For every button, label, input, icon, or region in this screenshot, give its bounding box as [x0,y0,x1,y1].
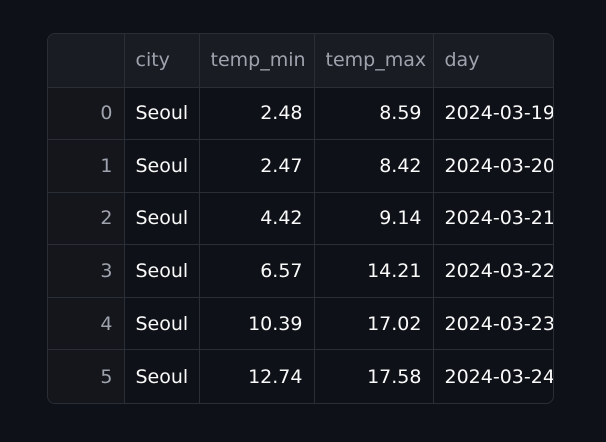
row-index: 1 [48,139,125,193]
cell-day[interactable]: 2024-03-22 [433,244,553,298]
cell-day[interactable]: 2024-03-23 [433,297,553,351]
cell-day[interactable]: 2024-03-20 [433,139,553,193]
table-row: 1 Seoul 2.47 8.42 2024-03-20 [48,139,553,193]
row-index: 3 [48,244,125,298]
row-index: 0 [48,87,125,141]
cell-temp-min[interactable]: 2.47 [199,139,315,193]
table-row: 3 Seoul 6.57 14.21 2024-03-22 [48,244,553,298]
cell-temp-min[interactable]: 10.39 [199,297,315,351]
table-row: 4 Seoul 10.39 17.02 2024-03-23 [48,297,553,351]
column-header-day[interactable]: day [433,34,553,88]
cell-temp-max[interactable]: 8.42 [314,139,434,193]
column-header-city[interactable]: city [124,34,200,88]
cell-temp-max[interactable]: 8.59 [314,87,434,141]
table-row: 0 Seoul 2.48 8.59 2024-03-19 [48,87,553,141]
dataframe-table[interactable]: city temp_min temp_max day 0 Seoul 2.48 … [47,33,554,404]
table-row: 2 Seoul 4.42 9.14 2024-03-21 [48,192,553,246]
cell-temp-min[interactable]: 4.42 [199,192,315,246]
row-index: 4 [48,297,125,351]
header-row: city temp_min temp_max day [48,34,553,88]
column-header-temp-max[interactable]: temp_max [314,34,434,88]
cell-temp-max[interactable]: 14.21 [314,244,434,298]
cell-city[interactable]: Seoul [124,297,200,351]
cell-city[interactable]: Seoul [124,349,200,403]
data-grid: city temp_min temp_max day 0 Seoul 2.48 … [48,34,554,403]
cell-city[interactable]: Seoul [124,192,200,246]
cell-temp-max[interactable]: 17.02 [314,297,434,351]
cell-city[interactable]: Seoul [124,87,200,141]
cell-temp-min[interactable]: 2.48 [199,87,315,141]
cell-day[interactable]: 2024-03-21 [433,192,553,246]
cell-temp-max[interactable]: 9.14 [314,192,434,246]
cell-temp-min[interactable]: 12.74 [199,349,315,403]
row-index: 5 [48,349,125,403]
column-header-index[interactable] [48,34,125,88]
cell-day[interactable]: 2024-03-24 [444,365,554,388]
row-index: 2 [48,192,125,246]
column-header-temp-min[interactable]: temp_min [199,34,315,88]
cell-temp-max[interactable]: 17.58 [314,349,434,403]
table-row: 5 Seoul 12.74 17.58 2024-03-24 [48,349,554,403]
cell-day[interactable]: 2024-03-19 [433,87,553,141]
cell-temp-min[interactable]: 6.57 [199,244,315,298]
cell-city[interactable]: Seoul [124,244,200,298]
cell-city[interactable]: Seoul [124,139,200,193]
